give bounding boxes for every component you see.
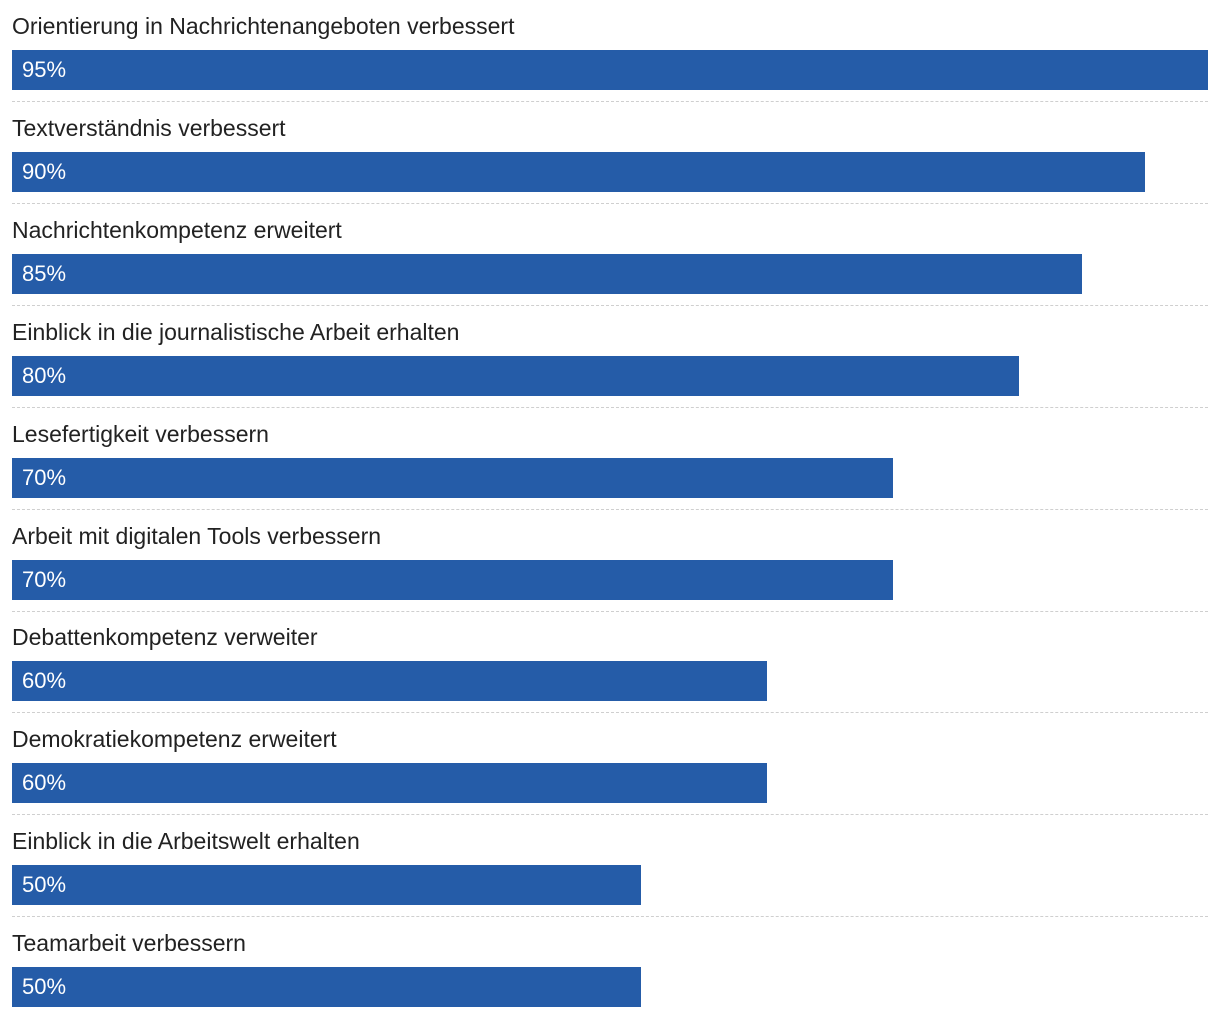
bar-value-label: 50% [22,974,67,1000]
bar: 80% [12,355,1019,396]
bar-row: Arbeit mit digitalen Tools verbessern 70% [12,510,1208,612]
bar: 70% [12,457,893,498]
category-label: Nachrichtenkompetenz erweitert [12,216,342,243]
bar: 85% [12,253,1082,294]
bar-row: Teamarbeit verbessern 50% [12,917,1208,1019]
category-label: Einblick in die journalistische Arbeit e… [12,318,460,345]
bar-value-label: 70% [22,464,67,490]
bar-value-label: 85% [22,260,67,286]
bar-row: Lesefertigkeit verbessern 70% [12,408,1208,510]
bar-value-label: 90% [22,158,67,184]
bar-row: Demokratiekompetenz erweitert 60% [12,713,1208,816]
bar-value-label: 60% [22,668,67,694]
bar-row: Nachrichtenkompetenz erweitert 85% [12,204,1208,306]
bar: 60% [12,661,767,702]
bar-row: Einblick in die journalistische Arbeit e… [12,306,1208,408]
bar-row: Einblick in die Arbeitswelt erhalten 50% [12,815,1208,918]
bar: 50% [12,865,641,906]
category-label: Textverständnis verbessert [12,114,286,141]
bar: 90% [12,151,1145,192]
bar: 50% [12,967,641,1008]
bar-value-label: 80% [22,362,67,388]
category-label: Arbeit mit digitalen Tools verbessern [12,522,382,549]
bar: 70% [12,559,893,600]
category-label: Demokratiekompetenz erweitert [12,726,337,753]
bar: 60% [12,763,767,804]
category-label: Einblick in die Arbeitswelt erhalten [12,828,360,855]
bar-value-label: 70% [22,566,67,592]
bar-row: Textverständnis verbessert 90% [12,102,1208,204]
bar: 95% [12,50,1208,90]
category-label: Debattenkompetenz verweiter [12,624,318,651]
bar-row: Debattenkompetenz verweiter 60% [12,611,1208,714]
bar-value-label: 95% [22,57,67,82]
bar-value-label: 60% [22,770,67,796]
category-label: Orientierung in Nachrichtenangeboten ver… [12,13,515,39]
bar-row: Orientierung in Nachrichtenangeboten ver… [12,0,1208,102]
bar-value-label: 50% [22,872,67,898]
category-label: Teamarbeit verbessern [12,930,246,957]
category-label: Lesefertigkeit verbessern [12,420,269,447]
